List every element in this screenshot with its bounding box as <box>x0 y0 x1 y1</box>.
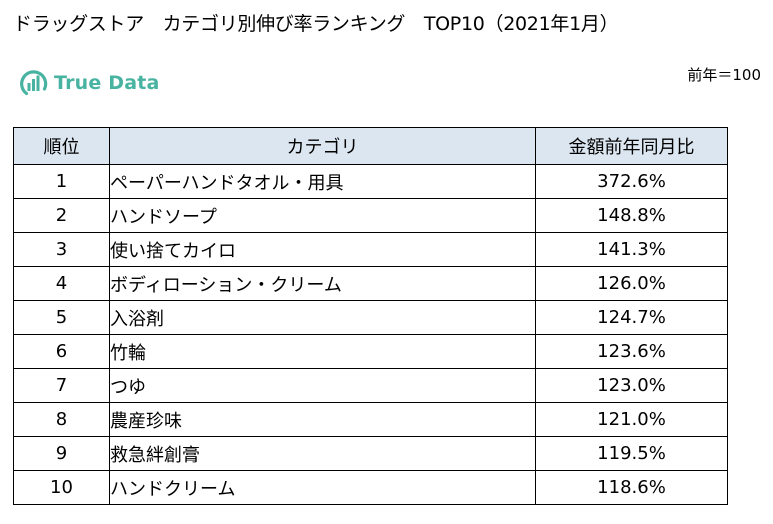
rank-cell: 10 <box>13 470 110 505</box>
value-cell: 118.6% <box>535 470 728 505</box>
header-rank: 順位 <box>13 127 110 165</box>
value-cell: 148.8% <box>535 198 728 233</box>
value-cell: 372.6% <box>535 164 728 199</box>
table-row: 2 ハンドソープ 148.8% <box>13 198 728 233</box>
category-cell: つゆ <box>109 368 536 403</box>
rank-cell: 2 <box>13 198 110 233</box>
table-row: 8 農産珍味 121.0% <box>13 402 728 437</box>
rank-cell: 4 <box>13 266 110 301</box>
value-cell: 119.5% <box>535 436 728 471</box>
rank-cell: 9 <box>13 436 110 471</box>
rank-cell: 8 <box>13 402 110 437</box>
table-row: 4 ボディローション・クリーム 126.0% <box>13 266 728 301</box>
category-cell: ハンドクリーム <box>109 470 536 505</box>
category-cell: 竹輪 <box>109 334 536 369</box>
value-cell: 123.6% <box>535 334 728 369</box>
rank-cell: 1 <box>13 164 110 199</box>
logo-text: True Data <box>54 72 160 94</box>
category-cell: 農産珍味 <box>109 402 536 437</box>
table-row: 9 救急絆創膏 119.5% <box>13 436 728 471</box>
table-row: 3 使い捨てカイロ 141.3% <box>13 232 728 267</box>
table-row: 1 ペーパーハンドタオル・用具 372.6% <box>13 164 728 199</box>
value-cell: 121.0% <box>535 402 728 437</box>
value-cell: 141.3% <box>535 232 728 267</box>
table-header-row: 順位 カテゴリ 金額前年同月比 <box>13 127 728 165</box>
rank-cell: 3 <box>13 232 110 267</box>
category-cell: ボディローション・クリーム <box>109 266 536 301</box>
table-row: 5 入浴剤 124.7% <box>13 300 728 335</box>
value-cell: 126.0% <box>535 266 728 301</box>
category-cell: ハンドソープ <box>109 198 536 233</box>
table-row: 6 竹輪 123.6% <box>13 334 728 369</box>
true-data-logo: True Data <box>18 68 160 98</box>
table-row: 10 ハンドクリーム 118.6% <box>13 470 728 505</box>
rank-cell: 5 <box>13 300 110 335</box>
category-cell: 使い捨てカイロ <box>109 232 536 267</box>
category-cell: 入浴剤 <box>109 300 536 335</box>
value-cell: 124.7% <box>535 300 728 335</box>
header-value: 金額前年同月比 <box>535 127 728 165</box>
table-row: 7 つゆ 123.0% <box>13 368 728 403</box>
bar-chart-circle-icon <box>20 70 48 96</box>
header-category: カテゴリ <box>109 127 536 165</box>
category-cell: 救急絆創膏 <box>109 436 536 471</box>
ranking-table: 順位 カテゴリ 金額前年同月比 1 ペーパーハンドタオル・用具 372.6% 2… <box>13 127 728 505</box>
rank-cell: 6 <box>13 334 110 369</box>
rank-cell: 7 <box>13 368 110 403</box>
page-title: ドラッグストア カテゴリ別伸び率ランキング TOP10（2021年1月） <box>13 13 619 35</box>
value-cell: 123.0% <box>535 368 728 403</box>
category-cell: ペーパーハンドタオル・用具 <box>109 164 536 199</box>
baseline-note: 前年＝100 <box>687 66 761 84</box>
